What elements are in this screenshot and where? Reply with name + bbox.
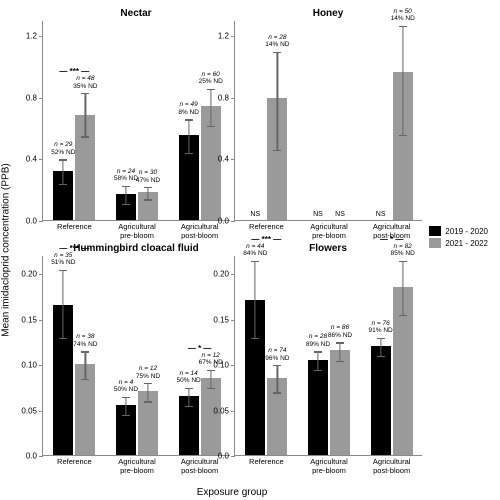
ytick-label: 0.8 <box>218 93 229 102</box>
x-axis-label: Exposure group <box>197 487 268 498</box>
xtick-label: Agriculturalpre-bloom <box>118 457 156 475</box>
bar-annotation: n = 4835% ND <box>73 75 97 90</box>
significance-label: — *** — <box>251 235 281 244</box>
ytick-label: 0.8 <box>26 93 37 102</box>
ytick-label: 0.05 <box>21 406 37 415</box>
significance-label: — * — <box>380 235 404 244</box>
ns-label: NS <box>313 211 323 218</box>
bar-annotation: n = 1450% ND <box>177 370 201 385</box>
ytick-label: 0.15 <box>213 315 229 324</box>
panel-title: Nectar <box>42 8 230 19</box>
panel: Nectar0.00.40.81.2ReferenceAgriculturalp… <box>42 8 230 231</box>
significance-label: — * — <box>188 344 212 353</box>
ns-label: NS <box>376 211 386 218</box>
xtick-label: Agriculturalpost-bloom <box>373 457 411 475</box>
legend-label: 2021 - 2022 <box>445 239 488 248</box>
bar-annotation: n = 1275% ND <box>136 365 160 380</box>
bar-annotation: n = 3874% ND <box>73 333 97 348</box>
ytick-label: 1.2 <box>26 32 37 41</box>
bar <box>330 350 350 455</box>
ytick-label: 0.4 <box>26 155 37 164</box>
legend-swatch <box>429 238 441 248</box>
xtick-label: Agriculturalpre-bloom <box>118 222 156 240</box>
ytick-label: 0.0 <box>218 452 229 461</box>
panel: Honey0.00.40.81.2ReferenceAgriculturalpr… <box>234 8 422 231</box>
panel: Hummingbird cloacal fluid0.00.050.100.15… <box>42 243 230 466</box>
plot-area: 0.00.050.100.150.20ReferenceAgricultural… <box>42 256 230 456</box>
ns-label: NS <box>250 211 260 218</box>
bar-annotation: n = 7496% ND <box>265 347 289 362</box>
xtick-label: Agriculturalpost-bloom <box>181 222 219 240</box>
bar <box>201 378 221 455</box>
xtick-label: Reference <box>249 457 284 466</box>
plot-area: 0.00.40.81.2ReferenceAgriculturalpre-blo… <box>234 21 422 221</box>
bar-annotation: n = 498% ND <box>178 101 199 116</box>
bar-annotation: n = 8686% ND <box>328 324 352 339</box>
bar-annotation: n = 450% ND <box>114 379 138 394</box>
bar-annotation: n = 3551% ND <box>51 252 75 267</box>
ytick-label: 0.0 <box>26 217 37 226</box>
ytick-label: 0.20 <box>213 270 229 279</box>
ytick-label: 0.4 <box>218 155 229 164</box>
ytick-label: 0.10 <box>21 361 37 370</box>
panel: Flowers0.00.050.100.150.20ReferenceAgric… <box>234 243 422 466</box>
plot-area: 0.00.050.100.150.20ReferenceAgricultural… <box>234 256 422 456</box>
ytick-label: 0.20 <box>21 270 37 279</box>
bar-annotation: n = 5014% ND <box>391 8 415 23</box>
xtick-label: Reference <box>57 222 92 231</box>
legend-swatch <box>429 226 441 236</box>
bar-annotation: n = 2814% ND <box>265 34 289 49</box>
significance-label: — *** — <box>59 67 89 76</box>
legend-label: 2019 - 2020 <box>445 227 488 236</box>
bar-annotation: n = 3047% ND <box>136 169 160 184</box>
bar-annotation: n = 2889% ND <box>306 333 330 348</box>
bar <box>308 360 328 455</box>
bar-annotation: n = 8285% ND <box>391 243 415 258</box>
plot-area: 0.00.40.81.2ReferenceAgriculturalpre-blo… <box>42 21 230 221</box>
bar <box>371 346 391 455</box>
legend-item: 2021 - 2022 <box>429 238 488 248</box>
ytick-label: 1.2 <box>218 32 229 41</box>
bar-annotation: n = 2952% ND <box>51 141 75 156</box>
xtick-label: Agriculturalpost-bloom <box>181 457 219 475</box>
legend-item: 2019 - 2020 <box>429 226 488 236</box>
xtick-label: Reference <box>57 457 92 466</box>
significance-label: — *** — <box>59 244 89 253</box>
ytick-label: 0.05 <box>213 406 229 415</box>
chart-grid: Nectar0.00.40.81.2ReferenceAgriculturalp… <box>42 8 492 484</box>
ytick-label: 0.0 <box>218 217 229 226</box>
xtick-label: Agriculturalpre-bloom <box>310 222 348 240</box>
y-axis-label: Mean imidacloprid concentration (PPB) <box>1 163 12 336</box>
legend: 2019 - 2020 2021 - 2022 <box>429 226 488 250</box>
ns-label: NS <box>335 211 345 218</box>
bar-annotation: n = 2458% ND <box>114 168 138 183</box>
xtick-label: Agriculturalpre-bloom <box>310 457 348 475</box>
bar-annotation: n = 7691% ND <box>369 320 393 335</box>
bar-annotation: n = 6025% ND <box>199 71 223 86</box>
xtick-label: Reference <box>249 222 284 231</box>
bar-annotation: n = 4484% ND <box>243 243 267 258</box>
ytick-label: 0.15 <box>21 315 37 324</box>
ytick-label: 0.10 <box>213 361 229 370</box>
ytick-label: 0.0 <box>26 452 37 461</box>
